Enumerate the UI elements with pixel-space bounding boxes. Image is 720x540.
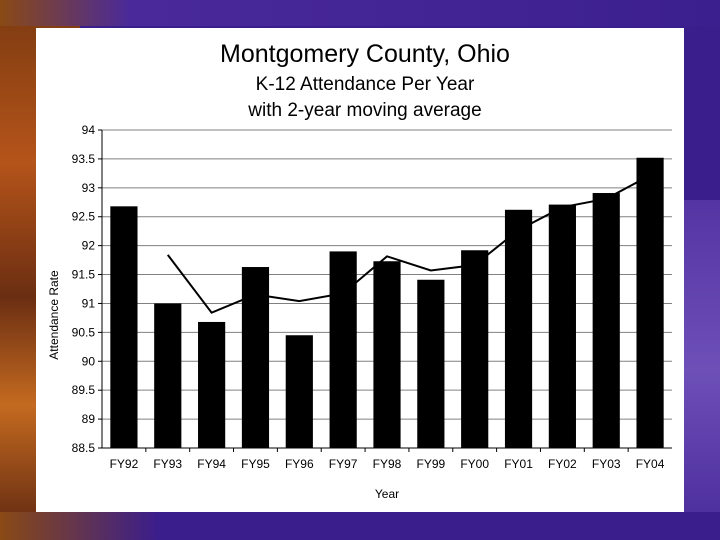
y-tick-label: 89.5 <box>72 383 96 397</box>
x-tick-label: FY97 <box>329 457 358 471</box>
chart-subtitle-line-2: with 2-year moving average <box>247 100 481 121</box>
y-tick-label: 94 <box>82 123 96 137</box>
chart-panel: Montgomery County, Ohio K-12 Attendance … <box>36 28 684 512</box>
x-tick-label: FY03 <box>592 457 621 471</box>
axes <box>101 130 672 452</box>
y-tick-label: 93 <box>82 181 96 195</box>
x-tick-label: FY98 <box>373 457 402 471</box>
x-axis-label: Year <box>375 487 399 501</box>
bar <box>592 193 620 448</box>
bar <box>417 279 445 448</box>
y-tick-label: 92 <box>82 239 96 253</box>
background-bottom-decoration <box>0 512 720 540</box>
background-top-decoration <box>0 0 720 26</box>
bar <box>636 157 664 448</box>
bar <box>373 261 401 448</box>
bar <box>504 209 533 448</box>
y-tick-label: 91.5 <box>72 268 96 282</box>
x-tick-label: FY95 <box>241 457 270 471</box>
moving-average-line <box>166 174 651 314</box>
bar <box>329 251 357 448</box>
bar <box>110 206 138 448</box>
bar <box>461 250 489 448</box>
x-tick-labels: FY92 FY93 FY94 FY95 FY96 FY97 FY98 FY99 FY00 FY01… <box>110 457 665 471</box>
chart-svg: Montgomery County, Ohio K-12 Attendance … <box>47 40 672 501</box>
x-tick-label: FY01 <box>504 457 533 471</box>
y-tick-label: 88.5 <box>72 441 96 455</box>
x-tick-label: FY96 <box>285 457 314 471</box>
y-tick-label: 90.5 <box>72 325 96 339</box>
bar <box>285 335 313 448</box>
bar <box>548 204 576 448</box>
y-tick-label: 89 <box>82 412 96 426</box>
x-tick-label: FY93 <box>153 457 182 471</box>
x-tick-label: FY99 <box>417 457 446 471</box>
y-tick-label: 91 <box>82 296 96 310</box>
y-tick-labels: 88.5 89 89.5 90 90.5 91 91.5 92 92.5 93 93.5 94 <box>72 123 96 455</box>
bar <box>154 303 182 448</box>
bar-series <box>110 157 664 448</box>
x-tick-label: FY02 <box>548 457 577 471</box>
y-tick-label: 90 <box>82 354 96 368</box>
y-tick-label: 92.5 <box>72 210 96 224</box>
bar <box>198 321 226 448</box>
y-axis-label: Attendance Rate <box>47 270 61 360</box>
chart-title: Montgomery County, Ohio <box>220 40 510 68</box>
x-tick-label: FY94 <box>197 457 226 471</box>
chart-subtitle-line-1: K-12 Attendance Per Year <box>256 74 475 95</box>
y-tick-label: 93.5 <box>72 152 96 166</box>
moving-average-series <box>166 174 651 314</box>
x-tick-label: FY92 <box>110 457 139 471</box>
x-tick-label: FY00 <box>460 457 489 471</box>
x-tick-label: FY04 <box>636 457 665 471</box>
